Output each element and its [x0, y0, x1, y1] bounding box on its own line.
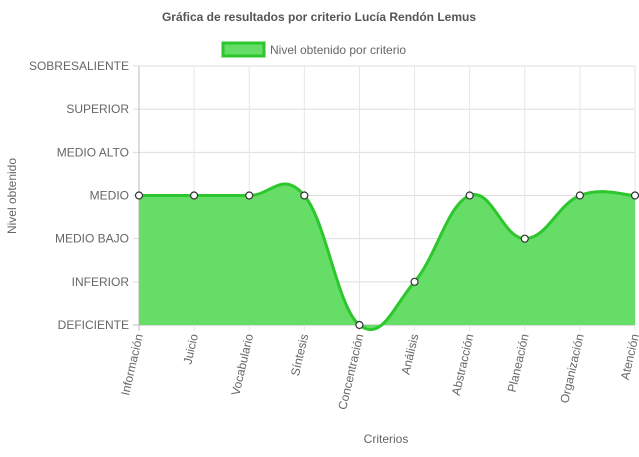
legend-label: Nivel obtenido por criterio [270, 43, 406, 57]
y-tick-label: INFERIOR [72, 275, 130, 289]
y-tick-label: MEDIO [90, 189, 129, 203]
legend-swatch [221, 41, 266, 58]
x-tick-label: Información [118, 333, 146, 397]
x-tick-label: Vocabulario [228, 332, 256, 397]
x-tick-label: Análisis [399, 333, 422, 376]
data-point[interactable] [190, 191, 199, 200]
series-area-fill [139, 183, 635, 330]
data-point[interactable] [355, 320, 364, 330]
y-tick-label: DEFICIENTE [58, 318, 129, 332]
x-axis-label: Criterios [364, 432, 409, 446]
y-tick-labels: DEFICIENTE INFERIOR MEDIO BAJO MEDIO MEDIO A… [29, 59, 129, 332]
data-point[interactable] [575, 191, 584, 200]
y-tick-label: MEDIO BAJO [55, 232, 129, 246]
points-layer [134, 191, 639, 330]
data-point[interactable] [465, 191, 474, 200]
data-point[interactable] [300, 191, 309, 200]
x-tick-label: Abstracción [449, 333, 477, 397]
data-point[interactable] [134, 191, 144, 200]
series-line [139, 182, 636, 332]
y-tick-label: SUPERIOR [66, 102, 129, 116]
x-tick-label: Juicio [180, 332, 201, 365]
x-tick-label: Síntesis [288, 333, 311, 378]
data-point[interactable] [410, 277, 419, 286]
y-tick-label: SOBRESALIENTE [29, 59, 129, 73]
area-layer [139, 182, 636, 332]
x-tick-label: Atención [618, 333, 639, 382]
data-point[interactable] [520, 234, 529, 243]
x-tick-label: Planeación [505, 333, 532, 394]
x-tick-labels: Información Juicio Vocabulario Síntesis Conc… [118, 332, 639, 411]
data-point[interactable] [245, 191, 254, 200]
data-point[interactable] [630, 191, 639, 200]
y-axis-label: Nivel obtenido [5, 158, 19, 234]
x-tick-label: Organización [557, 333, 587, 405]
x-tick-label: Concentración [335, 333, 366, 412]
chart-title: Gráfica de resultados por criterio Lucía… [162, 10, 476, 24]
y-tick-label: MEDIO ALTO [57, 145, 129, 159]
legend[interactable]: Nivel obtenido por criterio [221, 41, 406, 58]
